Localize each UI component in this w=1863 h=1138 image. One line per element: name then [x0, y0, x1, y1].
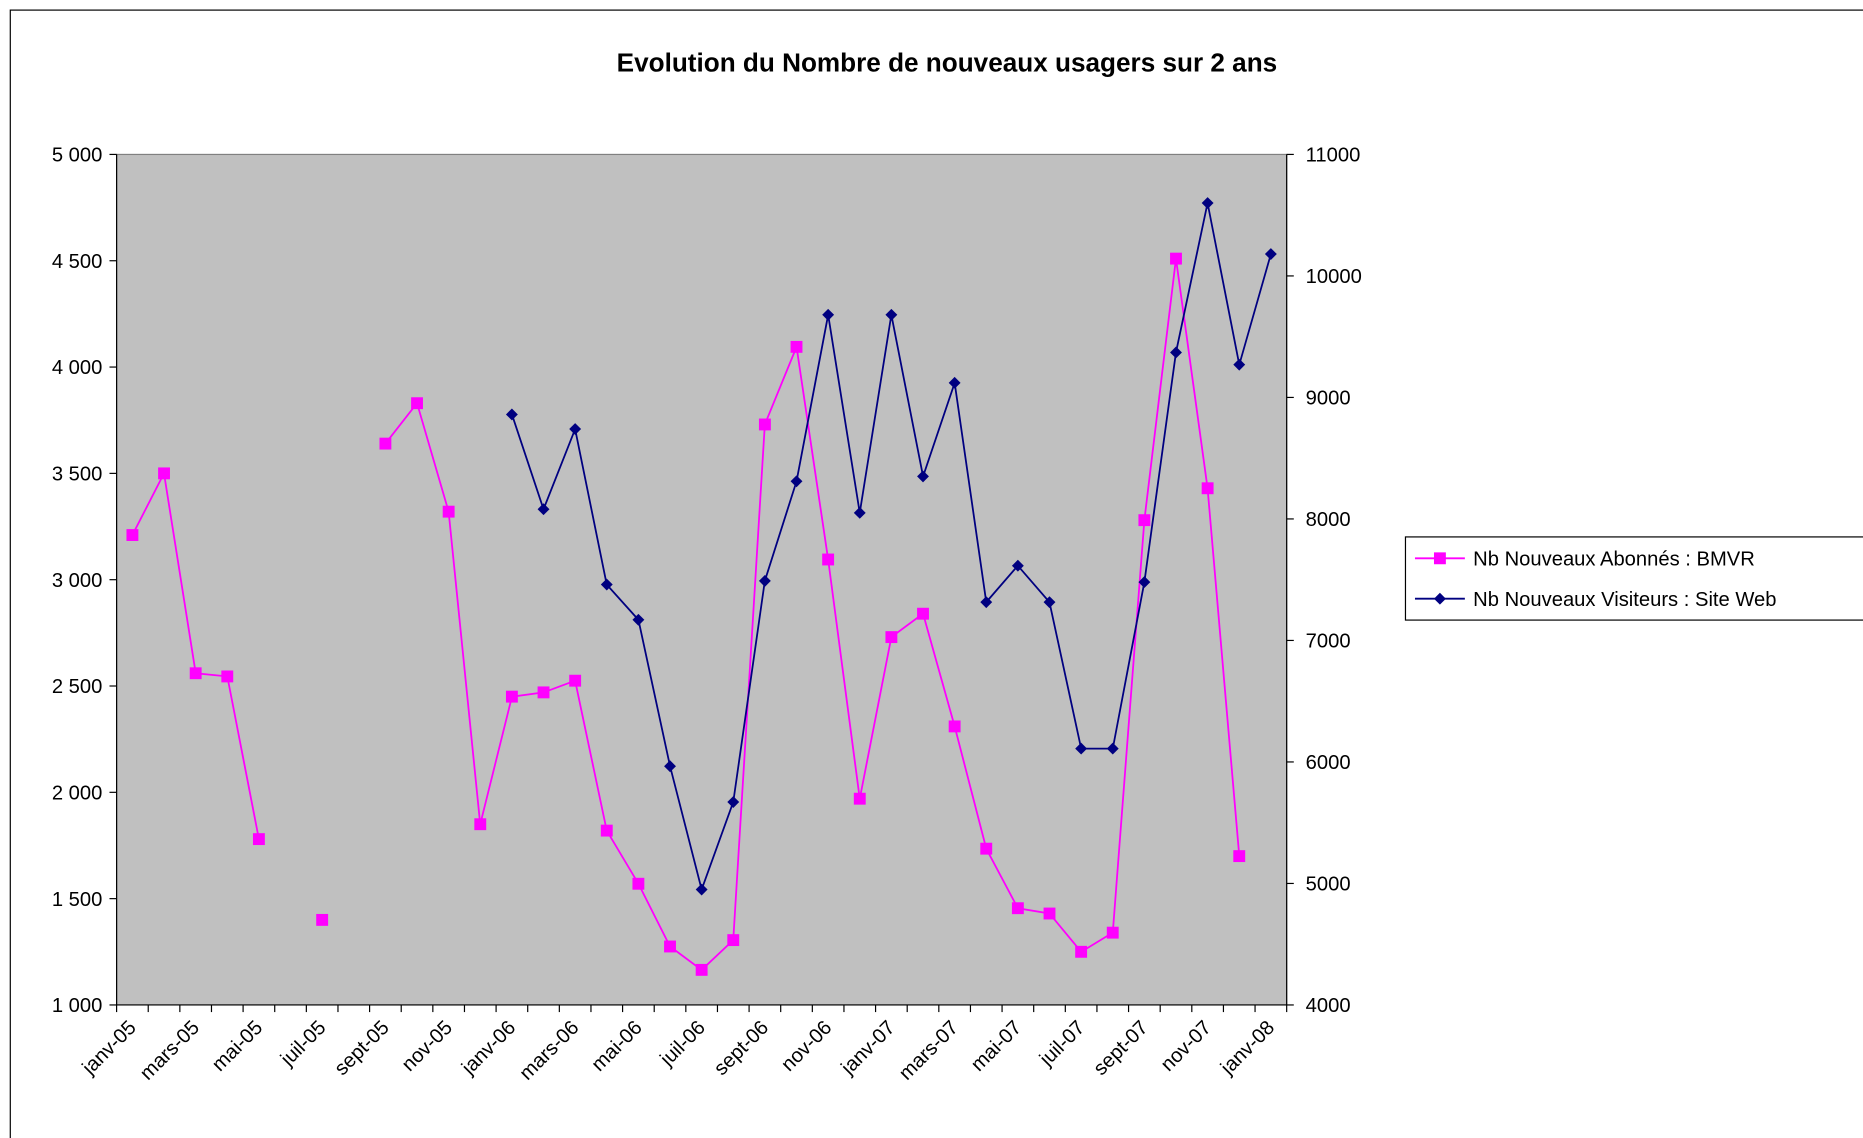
marker	[1011, 902, 1024, 915]
marker	[695, 883, 708, 896]
marker	[158, 467, 170, 480]
marker	[885, 631, 898, 644]
marker	[1233, 850, 1246, 863]
y-tick-label: 4 000	[52, 357, 103, 379]
marker	[758, 574, 771, 587]
y-tick-label: 1 000	[52, 995, 103, 1017]
y-tick-label: 5 000	[52, 145, 103, 167]
marker	[126, 529, 139, 541]
chart-title: Evolution du Nombre de nouveaux usagers …	[617, 47, 1278, 77]
marker	[442, 505, 455, 518]
legend-label: Nb Nouveaux Abonnés : BMVR	[1473, 548, 1755, 570]
marker	[727, 796, 740, 808]
marker	[853, 792, 866, 805]
marker	[664, 760, 676, 773]
marker	[1264, 248, 1277, 260]
plot-area	[116, 153, 1288, 1006]
marker	[600, 578, 613, 591]
y2-tick-label: 11000	[1306, 145, 1361, 167]
y-tick-label: 3 500	[52, 464, 103, 486]
marker	[474, 818, 487, 831]
marker	[853, 506, 866, 519]
y2-tick-label: 6000	[1306, 752, 1351, 774]
y2-tick-label: 9000	[1306, 388, 1351, 410]
marker	[569, 423, 582, 435]
marker	[189, 667, 202, 680]
marker	[537, 503, 550, 516]
y-tick-label: 3 000	[52, 570, 103, 592]
marker	[917, 607, 929, 620]
marker	[790, 475, 803, 488]
y2-tick-label: 8000	[1306, 509, 1351, 531]
marker	[948, 720, 961, 733]
marker	[505, 408, 518, 421]
marker	[1201, 482, 1214, 495]
marker	[411, 397, 423, 410]
legend-label: Nb Nouveaux Visiteurs : Site Web	[1473, 589, 1776, 611]
y-tick-label: 1 500	[52, 889, 103, 911]
y-tick-label: 2 500	[52, 676, 103, 698]
marker	[1011, 559, 1024, 572]
marker	[885, 308, 898, 321]
marker	[1170, 252, 1182, 265]
marker	[790, 340, 803, 353]
marker	[822, 553, 835, 566]
y-tick-label: 4 500	[52, 251, 103, 273]
marker	[1170, 346, 1182, 359]
marker	[1043, 596, 1056, 609]
marker	[632, 613, 645, 626]
marker	[379, 437, 392, 450]
marker	[1201, 197, 1214, 209]
marker	[1075, 742, 1088, 755]
marker	[1106, 742, 1119, 755]
marker	[1138, 514, 1151, 527]
marker	[537, 686, 550, 699]
y2-tick-label: 5000	[1306, 874, 1351, 896]
marker	[980, 842, 993, 855]
marker	[316, 913, 329, 926]
y2-tick-label: 10000	[1306, 266, 1362, 288]
marker	[664, 940, 676, 953]
marker	[695, 963, 708, 976]
marker	[1075, 945, 1088, 958]
marker	[727, 934, 740, 947]
marker	[252, 833, 265, 846]
marker	[505, 690, 518, 703]
marker	[980, 596, 993, 609]
marker	[1433, 592, 1446, 605]
marker	[600, 824, 613, 837]
marker	[1433, 552, 1446, 565]
legend-box	[1404, 536, 1863, 621]
marker	[1043, 907, 1056, 920]
marker	[822, 308, 835, 321]
marker	[1106, 926, 1119, 939]
marker	[917, 470, 929, 483]
marker	[569, 674, 582, 687]
y2-tick-label: 4000	[1306, 995, 1351, 1017]
marker	[221, 670, 234, 683]
y-tick-label: 2 000	[52, 782, 103, 804]
y2-tick-label: 7000	[1306, 631, 1351, 653]
marker	[948, 376, 961, 389]
marker	[1233, 358, 1246, 371]
marker	[632, 877, 645, 890]
marker	[758, 418, 771, 431]
